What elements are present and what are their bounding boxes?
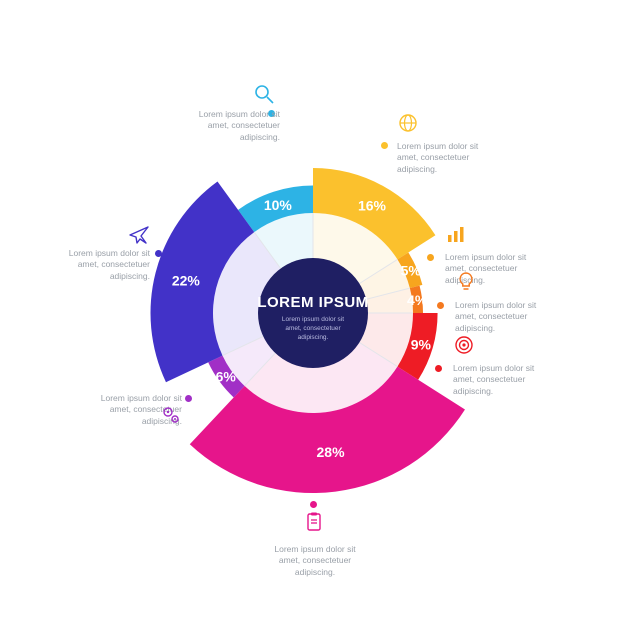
callout-text-5: Lorem ipsum dolor sitamet, consectetuera…	[250, 544, 380, 578]
globe-icon	[397, 112, 419, 134]
bulb-icon	[455, 271, 477, 293]
pct-label-2: 5%	[401, 263, 422, 279]
callout-text-4: Lorem ipsum dolor sitamet, consectetuera…	[453, 363, 583, 397]
search-icon	[253, 83, 275, 105]
callout-dot-5	[310, 501, 317, 508]
callout-dot-1	[381, 142, 388, 149]
center-title: LOREM IPSUM	[257, 294, 368, 311]
clipboard-icon	[303, 511, 325, 533]
callout-dot-3	[437, 302, 444, 309]
callout-dot-2	[427, 254, 434, 261]
pct-label-0: 10%	[264, 197, 293, 213]
callout-text-1: Lorem ipsum dolor sitamet, consectetuera…	[397, 141, 527, 175]
callout-dot-4	[435, 365, 442, 372]
callout-dot-7	[155, 250, 162, 257]
bars-icon	[445, 223, 467, 245]
target-icon	[453, 334, 475, 356]
pct-label-7: 22%	[172, 272, 201, 288]
pct-label-1: 16%	[358, 198, 387, 214]
pct-label-6: 6%	[216, 368, 237, 384]
center-sub-2: amet, consectetuer	[285, 325, 341, 332]
callout-text-0: Lorem ipsum dolor sitamet, consectetuera…	[150, 109, 280, 143]
callout-text-7: Lorem ipsum dolor sitamet, consectetuera…	[20, 248, 150, 282]
callout-dot-6	[185, 395, 192, 402]
pct-label-5: 28%	[317, 444, 346, 460]
pct-label-4: 9%	[411, 336, 432, 352]
pct-label-3: 4%	[407, 292, 428, 308]
center-sub-1: Lorem ipsum dolor sit	[282, 316, 344, 323]
center-disc	[258, 258, 368, 368]
gears-icon	[160, 404, 182, 426]
plane-icon	[128, 223, 150, 245]
center-sub-3: adipiscing.	[298, 334, 329, 341]
callout-text-3: Lorem ipsum dolor sitamet, consectetuera…	[455, 300, 585, 334]
